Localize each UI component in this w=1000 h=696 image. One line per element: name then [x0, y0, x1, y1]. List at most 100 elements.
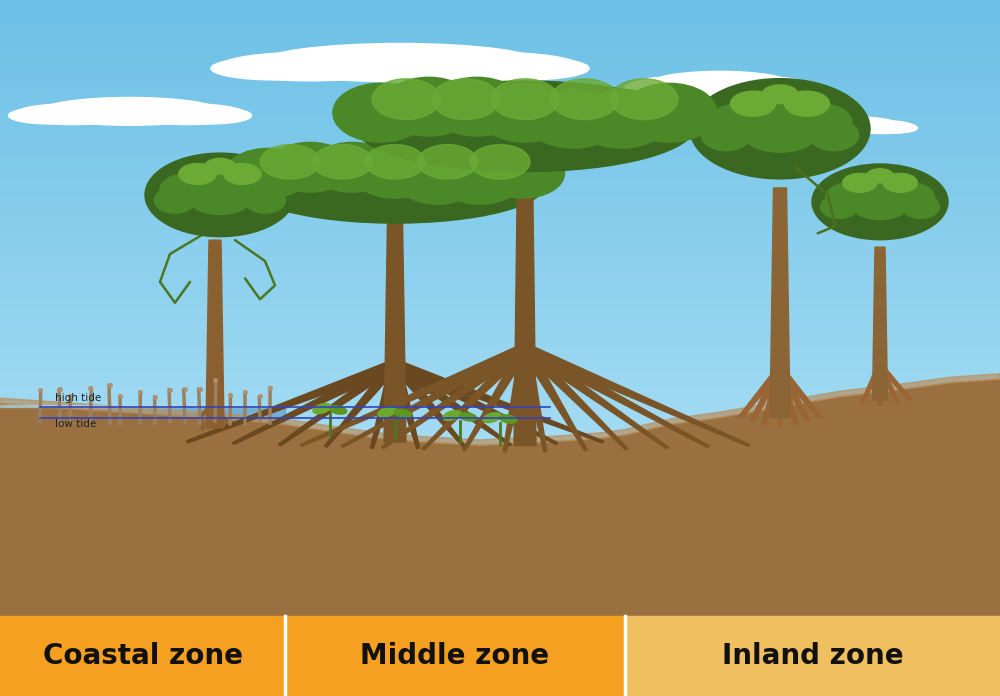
Bar [0, 439, 1000, 447]
Ellipse shape [809, 120, 859, 150]
Bar [285, 616, 625, 696]
Ellipse shape [626, 80, 688, 95]
Polygon shape [521, 345, 709, 448]
Bar [0, 354, 1000, 362]
Bar [0, 578, 1000, 585]
Polygon shape [770, 188, 790, 418]
Polygon shape [877, 365, 883, 405]
Bar [0, 193, 1000, 200]
Ellipse shape [812, 164, 948, 239]
Bar [0, 339, 1000, 347]
Bar [0, 161, 1000, 169]
Bar [0, 477, 1000, 485]
Polygon shape [463, 347, 530, 451]
Bar [0, 316, 1000, 324]
Ellipse shape [244, 187, 286, 213]
Ellipse shape [887, 183, 934, 212]
Bar [0, 601, 1000, 608]
Ellipse shape [650, 72, 790, 95]
Bar [0, 285, 1000, 292]
Bar [0, 146, 1000, 154]
Ellipse shape [782, 122, 827, 133]
Ellipse shape [701, 120, 751, 150]
Ellipse shape [365, 145, 425, 179]
Text: high tide: high tide [55, 393, 101, 403]
Ellipse shape [394, 409, 412, 418]
Bar [0, 300, 1000, 308]
Polygon shape [206, 240, 224, 428]
Bar [0, 585, 1000, 593]
Ellipse shape [40, 97, 220, 125]
Ellipse shape [491, 79, 559, 120]
Polygon shape [877, 364, 911, 400]
Ellipse shape [748, 91, 812, 129]
Bar [0, 62, 1000, 70]
Polygon shape [232, 361, 399, 444]
Bar [0, 254, 1000, 262]
Ellipse shape [154, 187, 196, 213]
Bar [0, 562, 1000, 570]
Bar [0, 454, 1000, 462]
Ellipse shape [826, 183, 873, 212]
Polygon shape [300, 345, 528, 446]
Ellipse shape [355, 81, 695, 171]
Ellipse shape [8, 107, 90, 124]
Ellipse shape [610, 79, 678, 120]
Ellipse shape [752, 80, 814, 95]
Bar [0, 15, 1000, 23]
Bar [0, 23, 1000, 31]
Polygon shape [381, 345, 529, 449]
Ellipse shape [690, 79, 870, 179]
Ellipse shape [820, 195, 858, 219]
Ellipse shape [329, 406, 347, 414]
Polygon shape [0, 400, 1000, 616]
Bar [0, 416, 1000, 423]
Ellipse shape [877, 173, 917, 197]
Bar [625, 616, 1000, 696]
Bar [0, 8, 1000, 15]
Ellipse shape [776, 91, 830, 122]
Bar [0, 362, 1000, 370]
Ellipse shape [432, 79, 500, 120]
Ellipse shape [333, 84, 428, 142]
Polygon shape [0, 379, 1000, 616]
Bar [0, 139, 1000, 146]
Ellipse shape [843, 173, 877, 192]
Ellipse shape [810, 119, 860, 130]
Ellipse shape [112, 101, 202, 119]
Ellipse shape [866, 168, 894, 183]
Polygon shape [872, 247, 888, 400]
Ellipse shape [145, 153, 295, 237]
Ellipse shape [459, 413, 477, 421]
Ellipse shape [786, 120, 850, 134]
Ellipse shape [396, 155, 480, 204]
Polygon shape [738, 367, 783, 418]
Bar [0, 447, 1000, 454]
Bar [0, 331, 1000, 339]
Ellipse shape [550, 79, 618, 120]
Polygon shape [520, 347, 587, 451]
Polygon shape [0, 374, 1000, 445]
Ellipse shape [129, 104, 246, 125]
Ellipse shape [902, 195, 940, 219]
Ellipse shape [784, 91, 830, 116]
Bar [0, 393, 1000, 400]
Ellipse shape [372, 79, 440, 120]
Ellipse shape [429, 77, 524, 136]
Ellipse shape [840, 119, 890, 130]
Ellipse shape [706, 74, 776, 90]
Bar [0, 31, 1000, 38]
Polygon shape [750, 368, 784, 422]
Ellipse shape [226, 148, 310, 198]
Polygon shape [776, 368, 798, 425]
Ellipse shape [179, 164, 216, 184]
Bar [0, 208, 1000, 216]
Ellipse shape [800, 117, 900, 134]
Polygon shape [861, 365, 883, 404]
Bar [0, 508, 1000, 516]
Text: Inland zone: Inland zone [722, 642, 904, 670]
Bar [0, 100, 1000, 108]
Bar [0, 231, 1000, 239]
Polygon shape [877, 365, 899, 404]
Ellipse shape [731, 91, 785, 122]
